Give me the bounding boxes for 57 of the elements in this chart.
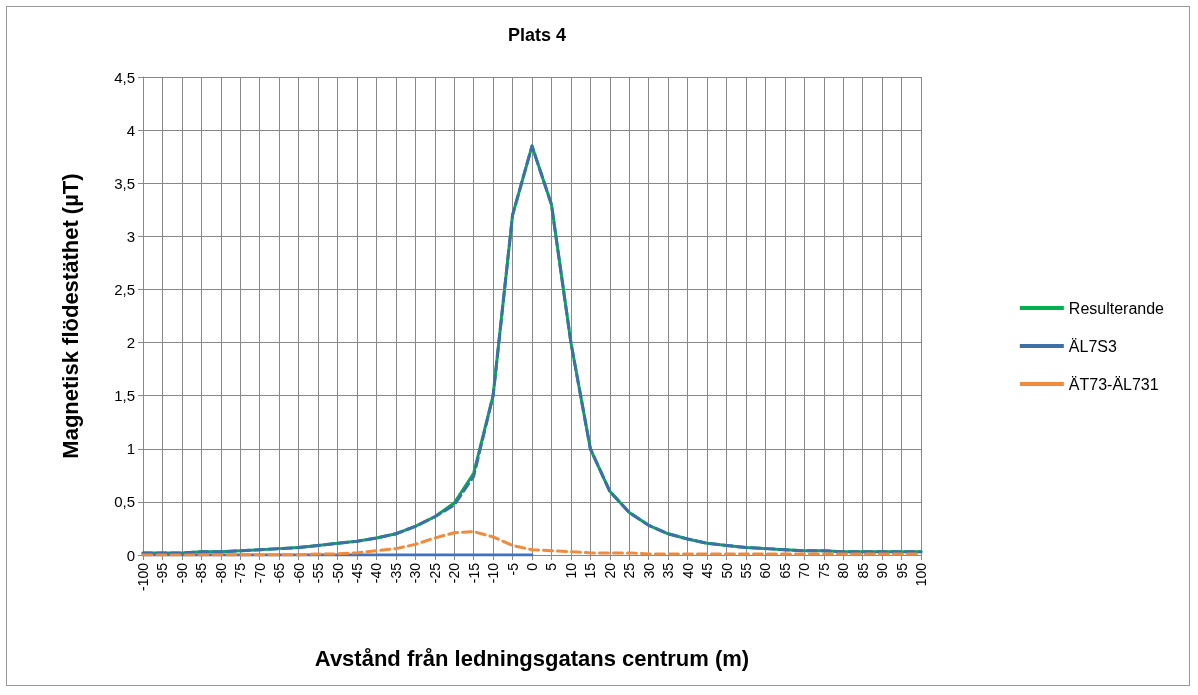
x-tick-label: -100 xyxy=(135,562,151,592)
x-tick-label: -25 xyxy=(426,562,443,584)
x-tick-label: -20 xyxy=(446,562,463,584)
y-tick-label: 3 xyxy=(126,227,135,245)
x-tick-label: -80 xyxy=(212,562,229,584)
x-tick-label: -55 xyxy=(310,562,327,584)
x-tick-label: -50 xyxy=(329,562,346,584)
y-tick-label: 1,5 xyxy=(114,387,135,405)
x-tick-label: 70 xyxy=(796,562,813,579)
x-tick-label: 60 xyxy=(757,562,774,579)
x-tick-label: 30 xyxy=(640,562,657,579)
x-tick-label: 50 xyxy=(718,562,735,579)
x-tick-label: 10 xyxy=(562,562,579,579)
x-tick-label: 90 xyxy=(874,562,891,579)
x-tick-label: 95 xyxy=(893,562,910,579)
legend-label: ÄL7S3 xyxy=(1068,337,1117,355)
x-tick-label: 40 xyxy=(679,562,696,579)
x-tick-label: 55 xyxy=(737,562,754,579)
x-tick-label: 5 xyxy=(543,562,560,571)
x-axis-title: Avstånd från ledningsgatans centrum (m) xyxy=(314,645,750,671)
x-tick-label: -35 xyxy=(387,562,404,584)
x-tick-label: -65 xyxy=(271,562,288,584)
x-tick-label: -5 xyxy=(504,562,521,576)
x-tick-label: -70 xyxy=(251,562,268,584)
chart-title: Plats 4 xyxy=(507,25,567,45)
y-tick-label: 3,5 xyxy=(114,174,135,192)
y-tick-label: 0,5 xyxy=(114,493,135,511)
x-tick-label: -60 xyxy=(290,562,307,584)
x-tick-label: 20 xyxy=(601,562,618,579)
x-tick-label: 100 xyxy=(913,562,929,587)
y-tick-label: 4 xyxy=(126,121,135,139)
x-tick-label: -15 xyxy=(465,562,482,584)
y-tick-label: 2,5 xyxy=(114,280,135,298)
x-tick-label: 15 xyxy=(582,562,599,579)
y-tick-label: 2 xyxy=(126,334,135,352)
x-tick-label: 35 xyxy=(660,562,677,579)
x-tick-label: 85 xyxy=(854,562,871,579)
x-tick-label: 65 xyxy=(776,562,793,579)
x-tick-label: -90 xyxy=(173,562,190,584)
legend-label: ÄT73-ÄL731 xyxy=(1068,375,1159,393)
x-tick-label: -75 xyxy=(232,562,249,584)
x-tick-label: -40 xyxy=(368,562,385,584)
legend-label: Resulterande xyxy=(1068,299,1165,317)
x-tick-label: -30 xyxy=(407,562,424,584)
x-tick-label: 75 xyxy=(815,562,832,579)
x-tick-label: 0 xyxy=(524,562,540,571)
y-tick-label: 4,5 xyxy=(114,68,135,86)
x-tick-label: -45 xyxy=(348,562,365,584)
x-tick-label: 45 xyxy=(699,562,716,579)
line-series xyxy=(141,144,923,555)
x-tick-label: 80 xyxy=(835,562,852,579)
x-tick-label: -85 xyxy=(193,562,210,584)
y-axis-title: Magnetisk flödestäthet (µT) xyxy=(57,173,83,459)
x-tick-label: 25 xyxy=(621,562,638,579)
x-tick-label: -10 xyxy=(485,562,502,584)
x-tick-label: -95 xyxy=(154,562,171,584)
y-tick-label: 1 xyxy=(126,440,135,458)
